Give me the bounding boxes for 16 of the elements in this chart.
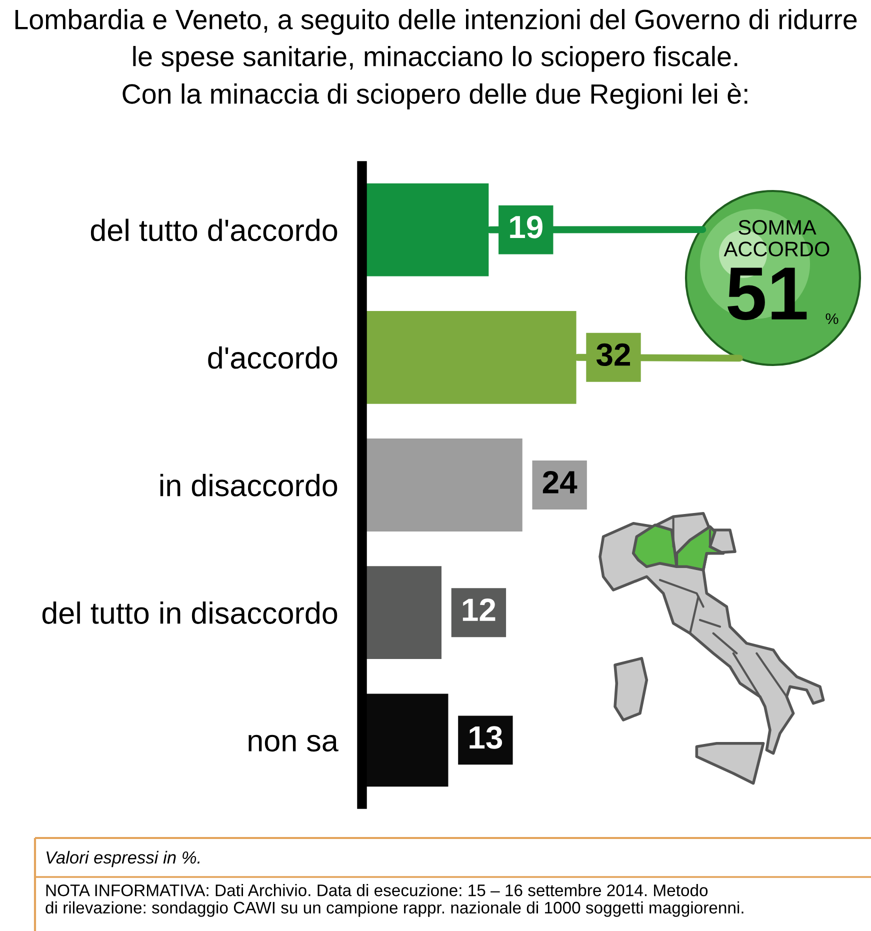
y-tick-label: in disaccordo (160, 474, 338, 496)
chart-title: Lombardia e Veneto, a seguito delle intenzioni del Governo di ridurre le spese sanitarie, minacciano lo sciopero fiscale. Con la minaccia di sciopero delle due Regioni lei è: (15, 9, 857, 110)
y-tick-label: del tutto d'accordo (90, 218, 338, 242)
y-tick-label: d'accordo (208, 346, 338, 369)
y-tick-label: non sa (248, 734, 338, 752)
data-label: 32 (596, 343, 630, 366)
text: % (826, 313, 838, 324)
data-label: 24 (542, 470, 578, 494)
y-tick-label: del tutto in disaccordo (42, 602, 338, 624)
text: Valori espressi in %. (46, 850, 200, 868)
annotation: SOMMA ACCORDO (724, 220, 830, 256)
data-label: 12 (462, 598, 496, 621)
text: NOTA INFORMATIVA: Dati Archivio. Data di esecuzione: 15 – 16 settembre 2014. Metodo di rilevazione: sondaggio CAWI su un campione rappr. nazionale di 1000 soggetti maggiorenni. (46, 884, 744, 917)
data-label: 19 (510, 216, 542, 238)
data-label: 13 (470, 726, 502, 749)
annotation: 51 (728, 268, 807, 320)
